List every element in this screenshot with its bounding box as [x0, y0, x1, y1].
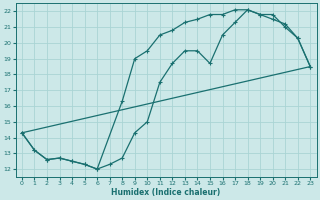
X-axis label: Humidex (Indice chaleur): Humidex (Indice chaleur) [111, 188, 221, 197]
